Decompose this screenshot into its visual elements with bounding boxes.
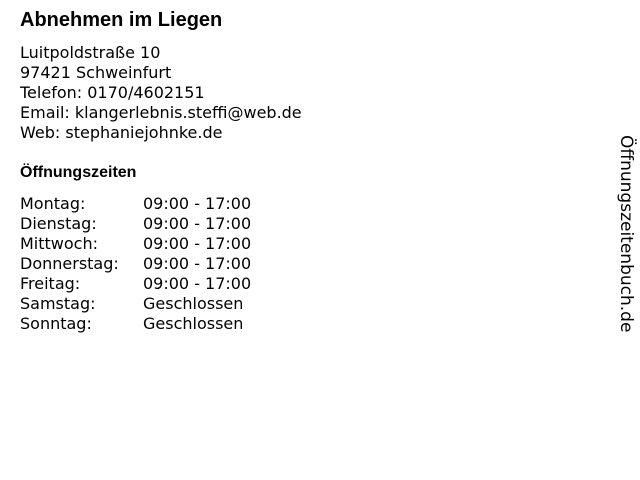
hours-row: Montag: 09:00 - 17:00 xyxy=(20,194,251,214)
phone: Telefon: 0170/4602151 xyxy=(20,83,205,102)
hours-row: Dienstag: 09:00 - 17:00 xyxy=(20,214,251,234)
time: 09:00 - 17:00 xyxy=(143,234,252,253)
city: 97421 Schweinfurt xyxy=(20,63,172,82)
time: Geschlossen xyxy=(143,314,244,333)
hours-row: Sonntag: Geschlossen xyxy=(20,314,251,334)
time: Geschlossen xyxy=(143,294,244,313)
hours-table: Montag: 09:00 - 17:00 Dienstag: 09:00 - 17… xyxy=(20,194,251,334)
email: Email: klangerlebnis.steffi@web.de xyxy=(20,103,302,122)
day: Freitag: xyxy=(20,274,81,293)
day: Donnerstag: xyxy=(20,254,119,273)
hours-row: Mittwoch: 09:00 - 17:00 xyxy=(20,234,251,254)
time: 09:00 - 17:00 xyxy=(143,194,252,213)
day: Mittwoch: xyxy=(20,234,98,253)
hours-row: Samstag: Geschlossen xyxy=(20,294,251,314)
time: 09:00 - 17:00 xyxy=(143,274,252,293)
hours-row: Freitag: 09:00 - 17:00 xyxy=(20,274,251,294)
day: Sonntag: xyxy=(20,314,92,333)
business-title: Abnehmen im Liegen xyxy=(20,9,223,31)
time: 09:00 - 17:00 xyxy=(143,254,252,273)
time: 09:00 - 17:00 xyxy=(143,214,252,233)
day: Montag: xyxy=(20,194,86,213)
day: Dienstag: xyxy=(20,214,97,233)
website: Web: stephaniejohnke.de xyxy=(20,123,223,142)
hours-row: Donnerstag: 09:00 - 17:00 xyxy=(20,254,251,274)
address-block: Luitpoldstraße 10 97421 Schweinfurt Tele… xyxy=(20,43,302,143)
street: Luitpoldstraße 10 xyxy=(20,43,161,62)
watermark-text: Öffnungszeitenbuch.de xyxy=(616,135,636,333)
hours-heading: Öffnungszeiten xyxy=(20,164,137,181)
day: Samstag: xyxy=(20,294,96,313)
